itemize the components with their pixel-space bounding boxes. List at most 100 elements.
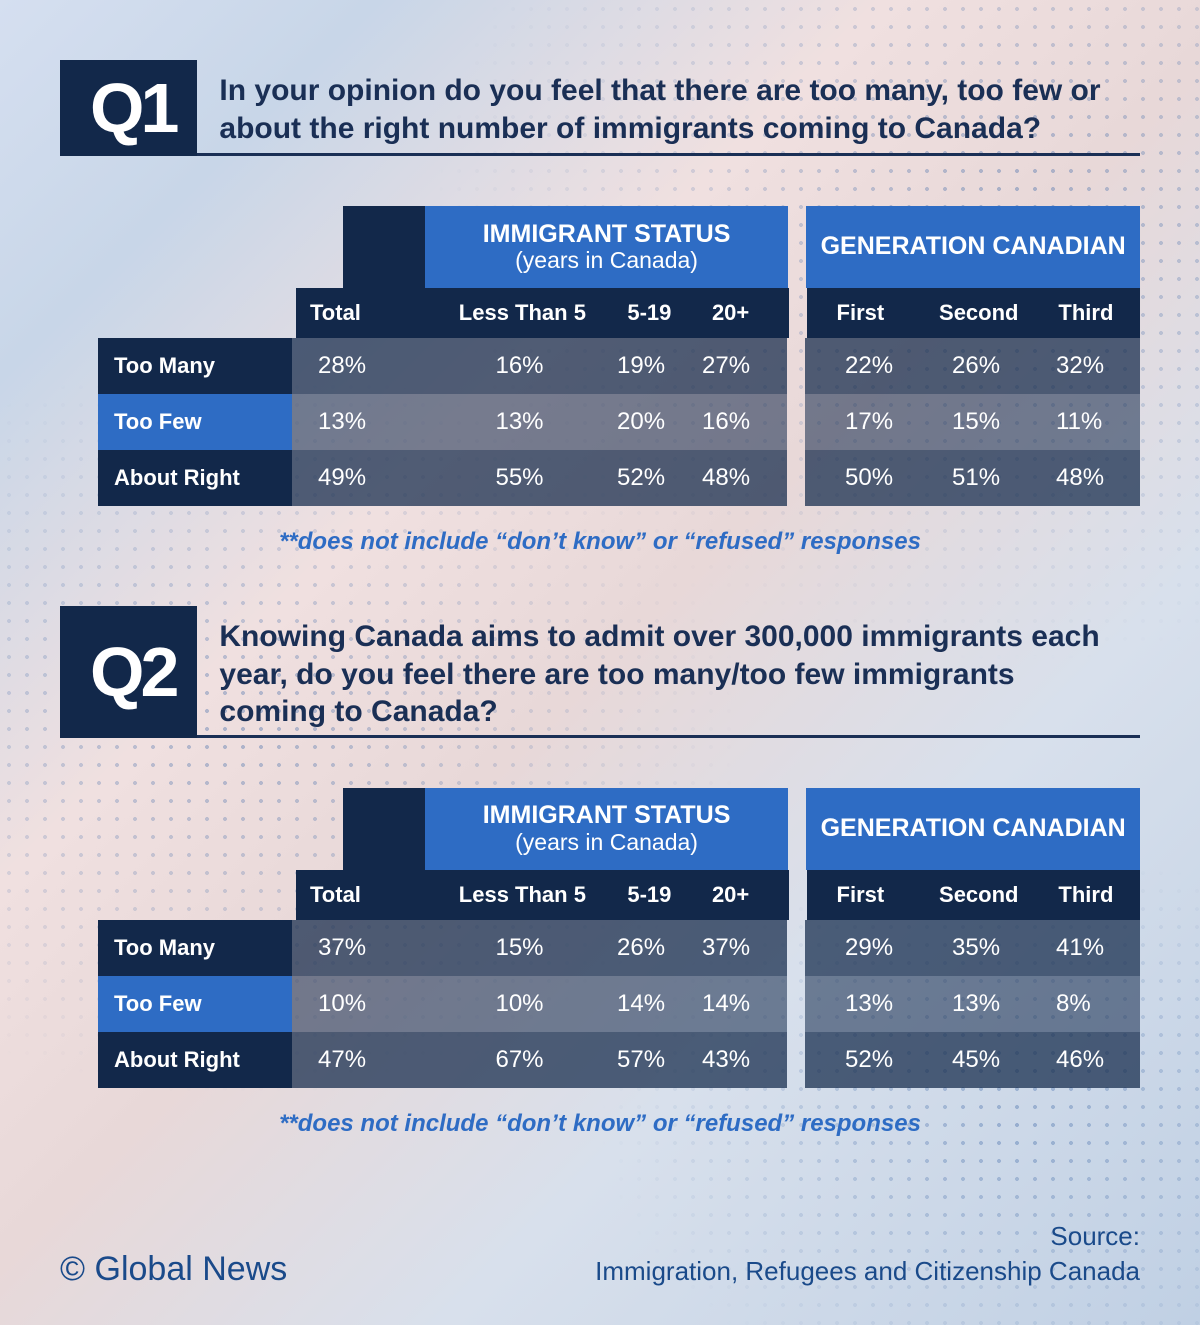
- q2-col-second: Second: [931, 870, 1050, 920]
- source: Source: Immigration, Refugees and Citize…: [595, 1219, 1140, 1289]
- q2-row-toomany: Too Many 37% 15% 26% 37% 29% 35% 41%: [98, 920, 1140, 976]
- q1-text: In your opinion do you feel that there a…: [197, 60, 1140, 156]
- q2-header-generation: GENERATION CANADIAN: [806, 788, 1140, 870]
- source-text: Immigration, Refugees and Citizenship Ca…: [595, 1254, 1140, 1289]
- q2-badge: Q2: [60, 606, 197, 738]
- q1-header-immigrant-sub: (years in Canada): [425, 248, 789, 273]
- question-1-block: Q1 In your opinion do you feel that ther…: [60, 60, 1140, 556]
- q2-r2-second: 45%: [930, 1032, 1050, 1088]
- q2-r1-lt5: 10%: [422, 976, 617, 1032]
- q2-r0-519: 26%: [617, 920, 702, 976]
- q2-r0-second: 35%: [930, 920, 1050, 976]
- question-2-header: Q2 Knowing Canada aims to admit over 300…: [60, 606, 1140, 738]
- q1-r1-total: 13%: [292, 394, 422, 450]
- q2-col-519: 5-19: [619, 870, 704, 920]
- question-2-block: Q2 Knowing Canada aims to admit over 300…: [60, 606, 1140, 1138]
- q2-r0-20p: 37%: [702, 920, 787, 976]
- q1-footnote: **does not include “don’t know” or “refu…: [60, 528, 1140, 556]
- q1-r2-second: 51%: [930, 450, 1050, 506]
- q1-r2-20p: 48%: [702, 450, 787, 506]
- q2-col-first: First: [807, 870, 932, 920]
- q2-header-generation-label: GENERATION CANADIAN: [806, 815, 1140, 843]
- q2-r2-519: 57%: [617, 1032, 702, 1088]
- q2-col-total: Total: [296, 870, 425, 920]
- q2-col-20p: 20+: [704, 870, 789, 920]
- q1-diagonal-cell: [295, 206, 425, 288]
- q1-r2-total: 49%: [292, 450, 422, 506]
- q2-col-third: Third: [1050, 870, 1140, 920]
- q2-r1-second: 13%: [930, 976, 1050, 1032]
- q1-header-immigrant: IMMIGRANT STATUS (years in Canada): [425, 206, 789, 288]
- q1-sub-headers: Total Less Than 5 5-19 20+ First Second …: [296, 288, 1140, 338]
- q1-col-third: Third: [1050, 288, 1140, 338]
- q1-r2-lt5: 55%: [422, 450, 617, 506]
- q1-row-2-label: About Right: [98, 450, 292, 506]
- q2-r1-first: 13%: [805, 976, 930, 1032]
- q1-r1-second: 15%: [930, 394, 1050, 450]
- q2-row-2-label: About Right: [98, 1032, 292, 1088]
- q1-r2-first: 50%: [805, 450, 930, 506]
- q1-r0-third: 32%: [1050, 338, 1140, 394]
- q2-row-toofew: Too Few 10% 10% 14% 14% 13% 13% 8%: [98, 976, 1140, 1032]
- q2-diagonal-cell: [295, 788, 425, 870]
- q1-r1-lt5: 13%: [422, 394, 617, 450]
- footer: © Global News Source: Immigration, Refug…: [60, 1219, 1140, 1289]
- q1-col-total: Total: [296, 288, 425, 338]
- q1-col-519: 5-19: [619, 288, 704, 338]
- question-1-header: Q1 In your opinion do you feel that ther…: [60, 60, 1140, 156]
- copyright: © Global News: [60, 1250, 287, 1289]
- q2-table: IMMIGRANT STATUS (years in Canada) GENER…: [98, 788, 1140, 1088]
- q1-r0-total: 28%: [292, 338, 422, 394]
- q2-r0-lt5: 15%: [422, 920, 617, 976]
- q2-r1-third: 8%: [1050, 976, 1140, 1032]
- q1-r0-first: 22%: [805, 338, 930, 394]
- q2-r2-third: 46%: [1050, 1032, 1140, 1088]
- q2-r1-519: 14%: [617, 976, 702, 1032]
- q2-r2-total: 47%: [292, 1032, 422, 1088]
- q1-r0-second: 26%: [930, 338, 1050, 394]
- q1-badge: Q1: [60, 60, 197, 156]
- q2-r1-total: 10%: [292, 976, 422, 1032]
- q1-r1-first: 17%: [805, 394, 930, 450]
- q2-header-immigrant-label: IMMIGRANT STATUS: [425, 802, 789, 830]
- q2-text: Knowing Canada aims to admit over 300,00…: [197, 606, 1140, 738]
- q1-row-aboutright: About Right 49% 55% 52% 48% 50% 51% 48%: [98, 450, 1140, 506]
- q2-row-0-label: Too Many: [98, 920, 292, 976]
- q1-r0-20p: 27%: [702, 338, 787, 394]
- q2-r2-lt5: 67%: [422, 1032, 617, 1088]
- q1-row-1-label: Too Few: [98, 394, 292, 450]
- q2-r0-third: 41%: [1050, 920, 1140, 976]
- q2-row-aboutright: About Right 47% 67% 57% 43% 52% 45% 46%: [98, 1032, 1140, 1088]
- q1-r1-519: 20%: [617, 394, 702, 450]
- q1-col-20p: 20+: [704, 288, 789, 338]
- q1-col-first: First: [807, 288, 932, 338]
- q2-col-lt5: Less Than 5: [425, 870, 619, 920]
- q2-footnote: **does not include “don’t know” or “refu…: [60, 1110, 1140, 1138]
- q1-r1-third: 11%: [1050, 394, 1140, 450]
- source-label: Source:: [595, 1219, 1140, 1254]
- q1-r2-519: 52%: [617, 450, 702, 506]
- q1-header-immigrant-label: IMMIGRANT STATUS: [425, 221, 789, 249]
- q1-col-lt5: Less Than 5: [425, 288, 619, 338]
- q1-row-0-label: Too Many: [98, 338, 292, 394]
- q1-row-toofew: Too Few 13% 13% 20% 16% 17% 15% 11%: [98, 394, 1140, 450]
- q2-header-immigrant-sub: (years in Canada): [425, 830, 789, 855]
- q1-table: IMMIGRANT STATUS (years in Canada) GENER…: [98, 206, 1140, 506]
- q2-r2-first: 52%: [805, 1032, 930, 1088]
- q1-header-generation: GENERATION CANADIAN: [806, 206, 1140, 288]
- q2-r1-20p: 14%: [702, 976, 787, 1032]
- q1-r0-519: 19%: [617, 338, 702, 394]
- q1-r0-lt5: 16%: [422, 338, 617, 394]
- q1-row-toomany: Too Many 28% 16% 19% 27% 22% 26% 32%: [98, 338, 1140, 394]
- q2-header-immigrant: IMMIGRANT STATUS (years in Canada): [425, 788, 789, 870]
- q1-header-generation-label: GENERATION CANADIAN: [806, 233, 1140, 261]
- q1-col-second: Second: [931, 288, 1050, 338]
- infographic-content: Q1 In your opinion do you feel that ther…: [0, 0, 1200, 1325]
- q2-sub-headers: Total Less Than 5 5-19 20+ First Second …: [296, 870, 1140, 920]
- q2-r2-20p: 43%: [702, 1032, 787, 1088]
- q1-r2-third: 48%: [1050, 450, 1140, 506]
- q2-r0-total: 37%: [292, 920, 422, 976]
- q2-r0-first: 29%: [805, 920, 930, 976]
- q2-row-1-label: Too Few: [98, 976, 292, 1032]
- q1-r1-20p: 16%: [702, 394, 787, 450]
